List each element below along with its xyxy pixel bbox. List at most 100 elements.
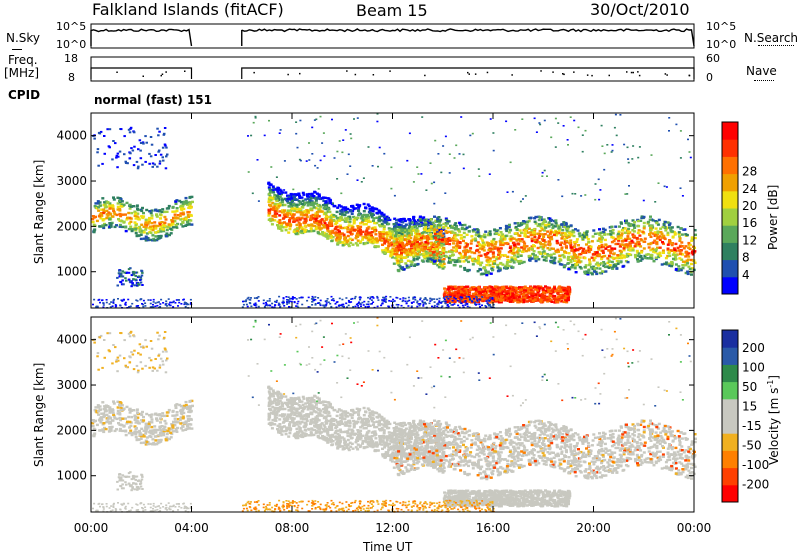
power-cell <box>436 232 440 236</box>
power-cell <box>290 300 293 303</box>
power-cell <box>268 192 272 195</box>
power-cell <box>493 228 497 231</box>
power-cell <box>647 257 651 260</box>
power-cell <box>311 194 315 198</box>
power-cell <box>492 149 495 152</box>
power-cell <box>103 201 107 204</box>
power-cell <box>360 214 364 217</box>
power-cell <box>104 205 108 209</box>
power-cell <box>603 254 607 258</box>
power-cell <box>557 179 560 181</box>
power-cell <box>680 233 684 236</box>
power-cell <box>606 233 610 236</box>
power-cell <box>656 252 660 256</box>
power-cell <box>413 264 417 267</box>
power-cell <box>488 304 491 306</box>
freq-line <box>90 67 695 79</box>
power-cell <box>493 287 497 290</box>
power-cell <box>357 226 360 230</box>
power-cell <box>100 214 104 217</box>
power-cell <box>535 287 539 291</box>
power-cell <box>680 241 684 244</box>
power-cell <box>291 193 295 196</box>
power-cell <box>367 296 369 299</box>
power-cell <box>299 213 303 216</box>
power-cell <box>314 164 317 167</box>
power-cell <box>322 224 325 227</box>
power-cell <box>515 295 519 298</box>
power-cell <box>688 267 692 271</box>
power-cell <box>474 233 478 237</box>
power-cell <box>282 221 286 224</box>
power-cell <box>539 298 542 301</box>
power-cell <box>134 229 138 232</box>
power-cell <box>424 223 427 226</box>
power-cell <box>284 198 288 201</box>
power-cell <box>402 247 406 251</box>
power-cell <box>598 267 602 270</box>
power-cell <box>338 230 341 233</box>
power-cell <box>668 239 671 242</box>
power-cell <box>508 285 512 289</box>
power-cell <box>591 253 595 256</box>
power-cell <box>635 249 639 253</box>
power-cell <box>597 264 600 267</box>
power-cell <box>344 217 348 220</box>
power-cell <box>331 236 335 239</box>
power-cell <box>654 233 658 236</box>
power-cell <box>465 256 469 259</box>
power-cell <box>349 241 353 244</box>
power-cell <box>387 242 391 245</box>
power-cell <box>568 241 572 245</box>
power-cell <box>592 259 596 262</box>
power-cell <box>460 293 463 296</box>
power-cell <box>329 236 333 239</box>
power-cell <box>277 227 281 230</box>
nave-right-bottom-tick: 0 <box>706 71 713 84</box>
power-cell <box>469 297 471 300</box>
power-cell <box>470 251 474 254</box>
power-cell <box>127 128 131 131</box>
power-cell <box>309 227 313 231</box>
power-cell <box>530 229 534 232</box>
power-cell <box>155 213 158 217</box>
power-cell <box>358 301 360 304</box>
power-cell <box>573 242 577 245</box>
power-cell <box>533 285 537 288</box>
power-cell <box>583 270 587 273</box>
power-cell <box>468 288 472 291</box>
power-cell <box>638 146 641 148</box>
power-cell <box>554 219 558 222</box>
power-cell <box>491 288 495 291</box>
power-cell <box>471 258 475 262</box>
power-cell <box>678 237 682 240</box>
power-cell <box>326 210 330 213</box>
power-cell <box>643 254 647 258</box>
power-cell <box>498 250 502 253</box>
power-cell <box>657 182 660 184</box>
power-cell <box>290 306 293 308</box>
power-cell <box>477 251 481 254</box>
power-cell <box>475 297 478 299</box>
power-cell <box>189 219 193 222</box>
power-cell <box>661 249 665 252</box>
power-cell <box>142 215 146 218</box>
power-cell <box>473 288 477 291</box>
power-cell <box>350 227 354 230</box>
power-cell <box>133 271 137 274</box>
power-cell <box>322 199 326 203</box>
power-cell <box>335 239 339 242</box>
power-cell <box>565 301 569 304</box>
power-cell <box>462 293 466 297</box>
power-cell <box>441 305 444 307</box>
power-cell <box>614 113 617 116</box>
power-cell <box>492 255 496 258</box>
power-cell <box>367 210 371 214</box>
power-cell <box>419 220 423 224</box>
power-cell <box>429 221 433 224</box>
power-cell <box>535 131 538 133</box>
power-cell <box>503 266 507 269</box>
power-cell <box>594 183 597 185</box>
power-cell <box>666 231 670 235</box>
power-cell <box>383 239 387 242</box>
